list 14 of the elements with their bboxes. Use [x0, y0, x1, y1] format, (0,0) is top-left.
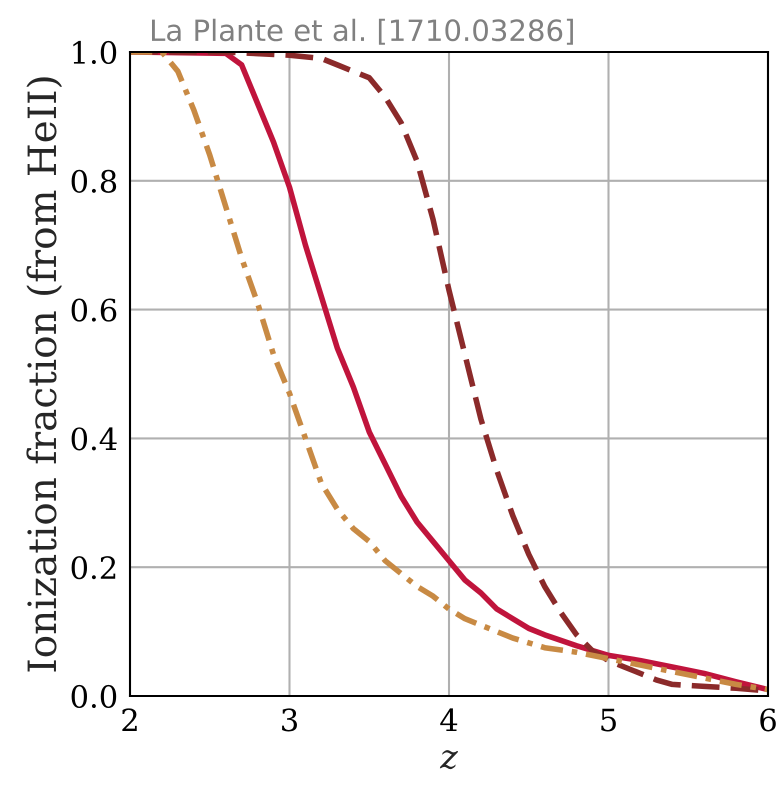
y-tick-label: 1.0: [73, 40, 116, 64]
x-tick-label: 6: [760, 708, 776, 732]
y-tick-label: 0.4: [72, 427, 117, 450]
x-tick-label: 3: [282, 708, 297, 732]
y-tick-label: 0.6: [72, 298, 116, 322]
x-tick-label: 4: [440, 708, 458, 732]
y-tick-label: 0.2: [72, 556, 116, 580]
y-tick-label: 0.0: [72, 684, 116, 708]
chart-title: La Plante et al. [1710.03286]: [152, 18, 573, 45]
x-tick-label: 2: [122, 708, 137, 732]
y-axis-title: Ionization fraction (from HeII): [26, 77, 62, 672]
y-tick-label: 0.8: [72, 170, 116, 193]
x-tick-label: 5: [601, 708, 616, 732]
x-axis-title: z: [440, 750, 458, 770]
